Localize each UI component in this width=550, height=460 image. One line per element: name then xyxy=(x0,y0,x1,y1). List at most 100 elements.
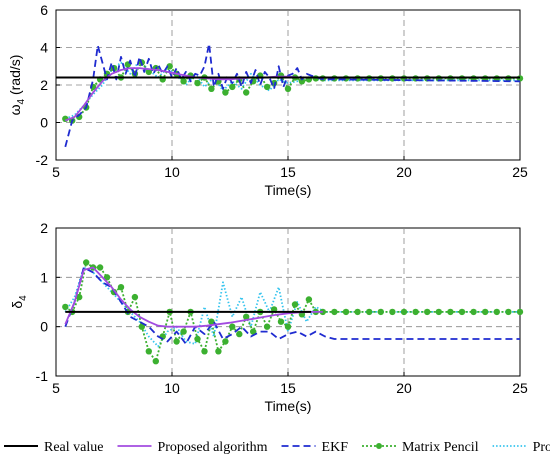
delta-point-matrix-pencil-19 xyxy=(194,335,201,343)
legend-label-real-value: Real value xyxy=(44,440,103,455)
legend-label-proposed-algorithm: Proposed algorithm xyxy=(157,440,267,455)
omega-x-tick-label-1: 10 xyxy=(164,164,180,180)
omega-x-tick-label-4: 25 xyxy=(512,164,528,180)
omega-y-tick-label-2: 2 xyxy=(40,77,48,93)
delta-x-tick-label-0: 5 xyxy=(52,380,60,396)
delta-point-matrix-pencil-8 xyxy=(117,284,125,291)
delta-point-matrix-pencil-29 xyxy=(263,323,271,330)
omega-x-tick-label-2: 15 xyxy=(280,164,296,180)
delta-series-prony xyxy=(64,266,520,348)
delta-point-matrix-pencil-23 xyxy=(222,338,229,345)
delta-series-proposed-algorithm xyxy=(64,266,323,328)
delta-series xyxy=(62,259,524,365)
legend-marker-matrix-pencil xyxy=(375,443,382,449)
delta-point-matrix-pencil-44 xyxy=(400,308,408,316)
delta-y-axis-label-main: δ xyxy=(9,301,25,309)
legend-label-ekf: EKF xyxy=(322,440,349,455)
delta-x-tick-label-2: 15 xyxy=(280,380,296,396)
legend-label-prony: Prony xyxy=(533,440,550,455)
delta-y-tick-label-1: 0 xyxy=(40,319,48,335)
delta-point-matrix-pencil-16 xyxy=(173,338,180,345)
delta-point-matrix-pencil-46 xyxy=(424,308,431,316)
omega-x-tick-label-3: 20 xyxy=(396,164,412,180)
delta-point-matrix-pencil-12 xyxy=(145,348,152,355)
delta-point-matrix-pencil-13 xyxy=(152,358,159,365)
delta-point-matrix-pencil-49 xyxy=(458,308,466,316)
delta-point-matrix-pencil-0 xyxy=(62,303,69,311)
delta-y-tick-label-2: 1 xyxy=(40,269,48,285)
delta-point-matrix-pencil-41 xyxy=(366,308,373,316)
delta-x-axis-label: Time(s) xyxy=(265,398,312,414)
delta-point-matrix-pencil-38 xyxy=(331,308,338,316)
delta-point-matrix-pencil-10 xyxy=(131,293,139,301)
delta-point-matrix-pencil-25 xyxy=(236,330,243,338)
delta-x-tick-label-1: 10 xyxy=(164,380,180,396)
delta-point-matrix-pencil-52 xyxy=(493,308,500,316)
delta-panel: 5 10 15 20 25 -1 0 1 2 Time(s) δ4 xyxy=(9,220,528,414)
delta-point-matrix-pencil-48 xyxy=(447,308,454,316)
delta-y-tick-label-0: -1 xyxy=(36,368,49,384)
delta-point-matrix-pencil-35 xyxy=(305,296,313,303)
omega-point-matrix-pencil-26 xyxy=(243,89,250,96)
delta-y-axis-label-sub: 4 xyxy=(18,295,29,301)
omega-point-matrix-pencil-15 xyxy=(166,63,173,70)
delta-x-tick-label-3: 20 xyxy=(396,380,412,396)
omega-point-matrix-pencil-24 xyxy=(229,83,236,91)
omega-series-ekf xyxy=(64,42,521,148)
omega-x-tick-label-0: 5 xyxy=(52,164,60,180)
omega-x-axis-label: Time(s) xyxy=(265,182,312,198)
delta-point-matrix-pencil-5 xyxy=(96,264,104,271)
delta-point-matrix-pencil-21 xyxy=(208,318,215,325)
omega-y-axis-label-main: ω xyxy=(7,104,23,115)
delta-point-matrix-pencil-33 xyxy=(291,301,299,308)
omega-point-matrix-pencil-29 xyxy=(263,83,271,91)
delta-point-matrix-pencil-6 xyxy=(103,274,111,281)
delta-point-matrix-pencil-42 xyxy=(377,308,384,316)
delta-point-matrix-pencil-27 xyxy=(250,328,257,335)
delta-point-matrix-pencil-43 xyxy=(389,308,396,316)
omega-y-axis-label-unit: (rad/s) xyxy=(7,55,23,99)
delta-point-matrix-pencil-3 xyxy=(83,259,90,266)
omega-y-tick-label-4: 6 xyxy=(40,2,48,18)
omega-point-matrix-pencil-19 xyxy=(194,79,201,87)
delta-y-axis-label: δ4 xyxy=(9,295,29,309)
delta-point-matrix-pencil-47 xyxy=(435,308,442,316)
delta-point-matrix-pencil-40 xyxy=(354,308,361,316)
delta-series-ekf xyxy=(64,266,520,345)
omega-y-axis-label: ω4 (rad/s) xyxy=(7,55,27,116)
delta-point-matrix-pencil-39 xyxy=(342,308,350,316)
omega-y-tick-label-1: 0 xyxy=(40,115,48,131)
delta-x-tick-label-4: 25 xyxy=(512,380,528,396)
omega-point-matrix-pencil-23 xyxy=(222,89,229,96)
omega-x-ticks: 5 10 15 20 25 xyxy=(52,156,528,180)
delta-y-ticks: -1 0 1 2 xyxy=(36,220,60,384)
delta-point-matrix-pencil-17 xyxy=(180,328,187,335)
legend-label-matrix-pencil: Matrix Pencil xyxy=(402,440,479,455)
omega-grid xyxy=(56,10,520,160)
omega-y-ticks: -2 0 2 4 6 xyxy=(36,2,60,168)
omega-point-matrix-pencil-17 xyxy=(180,78,187,85)
delta-point-matrix-pencil-26 xyxy=(243,313,250,320)
omega-series xyxy=(56,42,524,148)
delta-point-matrix-pencil-24 xyxy=(229,323,236,330)
legend: Real value Proposed algorithm EKF Matrix Pe… xyxy=(4,440,550,455)
delta-point-matrix-pencil-45 xyxy=(412,308,419,316)
delta-point-matrix-pencil-53 xyxy=(505,308,512,316)
omega-series-prony xyxy=(64,59,520,120)
delta-point-matrix-pencil-20 xyxy=(201,348,208,355)
omega-point-matrix-pencil-21 xyxy=(208,85,215,93)
delta-point-matrix-pencil-31 xyxy=(277,318,285,325)
omega-point-matrix-pencil-12 xyxy=(145,68,152,76)
delta-x-ticks: 5 10 15 20 25 xyxy=(52,372,528,396)
omega-point-matrix-pencil-32 xyxy=(284,85,292,93)
delta-y-tick-label-3: 2 xyxy=(40,220,48,236)
delta-point-matrix-pencil-50 xyxy=(470,308,477,316)
omega-y-tick-label-3: 4 xyxy=(40,40,48,56)
delta-point-matrix-pencil-11 xyxy=(138,323,145,330)
delta-point-matrix-pencil-54 xyxy=(516,308,524,316)
omega-y-axis-label-sub: 4 xyxy=(16,98,27,104)
omega-y-tick-label-0: -2 xyxy=(36,152,49,168)
delta-point-matrix-pencil-51 xyxy=(482,308,489,316)
